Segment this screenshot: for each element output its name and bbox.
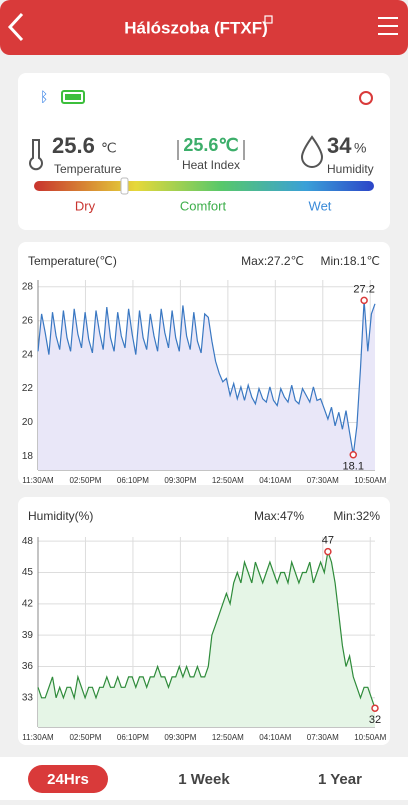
battery-level [65, 94, 81, 100]
x-tick-label: 09:30PM [164, 733, 196, 742]
line [37, 551, 376, 709]
y-tick-label: 22 [22, 383, 34, 394]
extreme-label: 47 [322, 535, 334, 547]
chart-title: Temperature(℃) [28, 254, 117, 268]
x-tick-label: 10:50AM [354, 476, 386, 485]
edit-icon[interactable] [264, 15, 273, 24]
y-tick-label: 28 [22, 281, 34, 292]
y-tick-label: 45 [22, 567, 34, 578]
thermometer-icon [29, 139, 43, 171]
scale-label: Wet [309, 198, 332, 213]
temperature-unit: ℃ [101, 140, 117, 156]
y-tick-label: 18 [22, 451, 34, 462]
x-tick-label: 04:10AM [259, 476, 291, 485]
y-tick-label: 36 [22, 661, 34, 672]
x-tick-label: 11:30AM [22, 733, 54, 742]
x-tick-label: 10:50AM [354, 733, 386, 742]
bluetooth-icon: ᛒ [40, 89, 48, 105]
temperature-label: Temperature [54, 162, 122, 176]
max-text: Max:47% [254, 509, 304, 523]
extreme-marker [360, 296, 368, 305]
y-tick-label: 42 [22, 598, 34, 609]
tab-active-bg [28, 765, 108, 793]
extreme-marker [324, 547, 332, 556]
extreme-marker [371, 704, 379, 712]
chart-title: Humidity(%) [28, 509, 93, 523]
extreme-label: 32 [369, 714, 381, 726]
x-tick-label: 06:10PM [117, 476, 149, 485]
line [37, 300, 376, 455]
extreme-marker [349, 450, 358, 459]
header [0, 0, 408, 55]
scale-label: Dry [75, 198, 96, 213]
y-tick-label: 20 [22, 417, 34, 428]
extreme-label: 18.1 [343, 461, 364, 473]
x-tick-label: 02:50PM [69, 476, 101, 485]
y-tick-label: 48 [22, 536, 34, 547]
battery-icon [61, 90, 85, 104]
humidity-value: 34 [327, 133, 352, 158]
humidity-icon [300, 135, 324, 168]
x-tick-label: 11:30AM [22, 476, 54, 485]
tab[interactable]: 1 Week [178, 771, 230, 788]
max-text: Max:27.2℃ [241, 254, 304, 268]
temperature-value: 25.6 [52, 133, 95, 158]
back-button[interactable] [7, 12, 24, 42]
x-tick-label: 07:30AM [307, 476, 339, 485]
x-tick-label: 02:50PM [69, 733, 101, 742]
x-tick-label: 06:10PM [117, 733, 149, 742]
comfort-scale [34, 181, 374, 191]
tab[interactable]: 1 Year [318, 771, 362, 788]
x-tick-label: 09:30PM [164, 476, 196, 485]
extreme-label: 27.2 [353, 283, 374, 295]
refresh-button[interactable] [359, 91, 373, 105]
y-tick-label: 26 [22, 315, 34, 326]
humidity-unit: % [354, 140, 366, 156]
heat-index-label: Heat Index [182, 158, 240, 172]
x-tick-label: 04:10AM [259, 733, 291, 742]
x-tick-label: 07:30AM [307, 733, 339, 742]
scale-label: Comfort [180, 198, 227, 213]
y-tick-label: 33 [22, 692, 34, 703]
x-tick-label: 12:50AM [212, 476, 244, 485]
scale-thumb [120, 177, 129, 195]
humidity-label: Humidity [327, 162, 374, 176]
menu-button[interactable] [378, 17, 398, 35]
tab[interactable]: 24Hrs [47, 771, 89, 788]
area [38, 300, 375, 470]
y-tick-label: 39 [22, 630, 34, 641]
header-title: Hálószoba (FTXF) [124, 18, 268, 37]
area [38, 551, 375, 727]
min-text: Min:32% [333, 509, 380, 523]
y-tick-label: 24 [22, 349, 34, 360]
x-tick-label: 12:50AM [212, 733, 244, 742]
min-text: Min:18.1℃ [320, 254, 380, 268]
heat-index-value: 25.6℃ [183, 135, 238, 155]
